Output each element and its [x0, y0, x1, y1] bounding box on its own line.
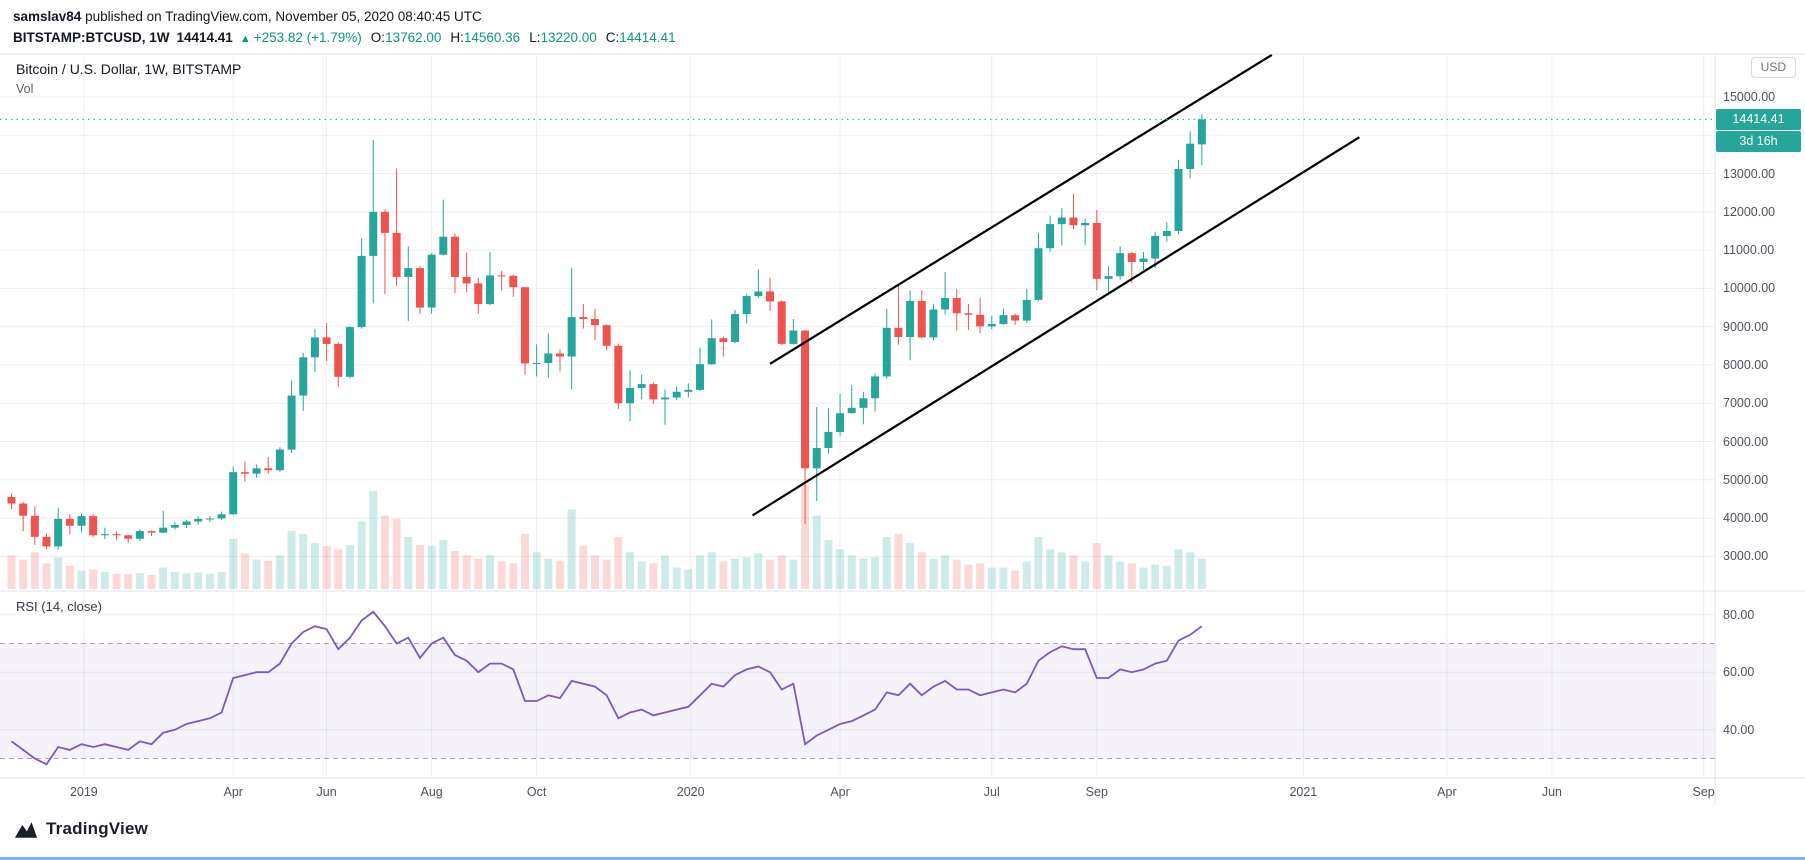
high-value: H:14560.36	[450, 30, 520, 45]
close-value: C:14414.41	[606, 30, 676, 45]
symbol-header: BITSTAMP:BTCUSD, 1W 14414.41 ▲ +253.82 (…	[13, 30, 676, 45]
low-label: L:	[529, 30, 541, 45]
last-price: 14414.41	[176, 30, 233, 45]
time-axis-label: Apr	[830, 785, 850, 799]
price-axis-label: 9000.00	[1723, 319, 1769, 334]
bar-countdown-badge: 3d 16h	[1716, 131, 1801, 152]
time-axis-label: 2020	[676, 785, 705, 799]
pane-borders	[0, 53, 1805, 806]
low-price: 13220.00	[540, 30, 597, 45]
open-value: O:13762.00	[371, 30, 442, 45]
bottom-divider	[0, 857, 1805, 860]
time-axis-label: Apr	[1437, 785, 1457, 799]
high-price: 14560.36	[463, 30, 521, 45]
rsi-axis-label: 80.00	[1723, 607, 1755, 622]
time-axis-label: 2021	[1289, 785, 1318, 799]
tradingview-logo[interactable]: TradingView	[14, 819, 148, 839]
candlestick-series	[7, 113, 1206, 550]
time-axis-label: Oct	[526, 785, 547, 799]
close-label: C:	[605, 30, 620, 45]
price-axis-label: 15000.00	[1723, 90, 1776, 104]
published-text: published on TradingView.com, November 0…	[81, 9, 482, 24]
mountain-logo-icon	[14, 821, 38, 838]
published-header: samslav84 published on TradingView.com, …	[13, 9, 482, 24]
rsi-pane-legend: RSI (14, close)	[16, 599, 102, 614]
price-axis-label: 7000.00	[1723, 396, 1769, 411]
rsi-line	[10, 610, 1203, 766]
time-axis-label: 2019	[69, 785, 98, 799]
logo-text: TradingView	[46, 819, 149, 838]
high-label: H:	[450, 30, 464, 45]
trendline-channel-upper[interactable]	[769, 53, 1273, 365]
symbol-name: BITSTAMP:BTCUSD, 1W	[13, 30, 170, 45]
price-axis-label: 10000.00	[1723, 281, 1776, 296]
time-axis-label: Sep	[1085, 785, 1108, 799]
volume-series	[7, 485, 1206, 589]
price-axis-label: 12000.00	[1723, 204, 1776, 219]
up-triangle-icon: ▲	[239, 33, 251, 45]
rsi-axis-label: 40.00	[1723, 722, 1755, 737]
time-axis-label: Jun	[1541, 785, 1563, 799]
time-axis-label: Apr	[223, 785, 243, 799]
price-axis-label: 6000.00	[1723, 434, 1769, 449]
main-pane-legend: Bitcoin / U.S. Dollar, 1W, BITSTAMP	[16, 61, 242, 77]
price-axis-label: 5000.00	[1723, 472, 1769, 487]
open-label: O:	[370, 30, 386, 45]
time-axis-label: Sep	[1692, 785, 1715, 799]
low-value: L:13220.00	[529, 30, 597, 45]
price-axis-label: 4000.00	[1723, 511, 1769, 526]
price-axis-label: 3000.00	[1723, 549, 1769, 564]
last-price-badge: 14414.41	[1716, 109, 1801, 130]
grid-layer	[0, 54, 1715, 778]
currency-toggle[interactable]: USD	[1750, 57, 1796, 78]
price-axis-label: 13000.00	[1723, 166, 1776, 181]
author-name: samslav84	[13, 9, 82, 24]
price-axis-label: 11000.00	[1723, 243, 1775, 258]
open-price: 13762.00	[385, 30, 442, 45]
price-axis-label: 8000.00	[1723, 357, 1769, 372]
price-change: +253.82 (+1.79%)	[253, 30, 362, 45]
close-price: 14414.41	[619, 30, 676, 45]
time-axis-label: Jul	[983, 785, 1000, 799]
rsi-axis-label: 60.00	[1723, 665, 1755, 680]
volume-legend: Vol	[16, 82, 34, 96]
time-axis-label: Jun	[316, 785, 337, 799]
time-axis-label: Aug	[420, 785, 443, 799]
trendline-channel-lower[interactable]	[751, 136, 1360, 517]
rsi-band	[0, 642, 1715, 760]
